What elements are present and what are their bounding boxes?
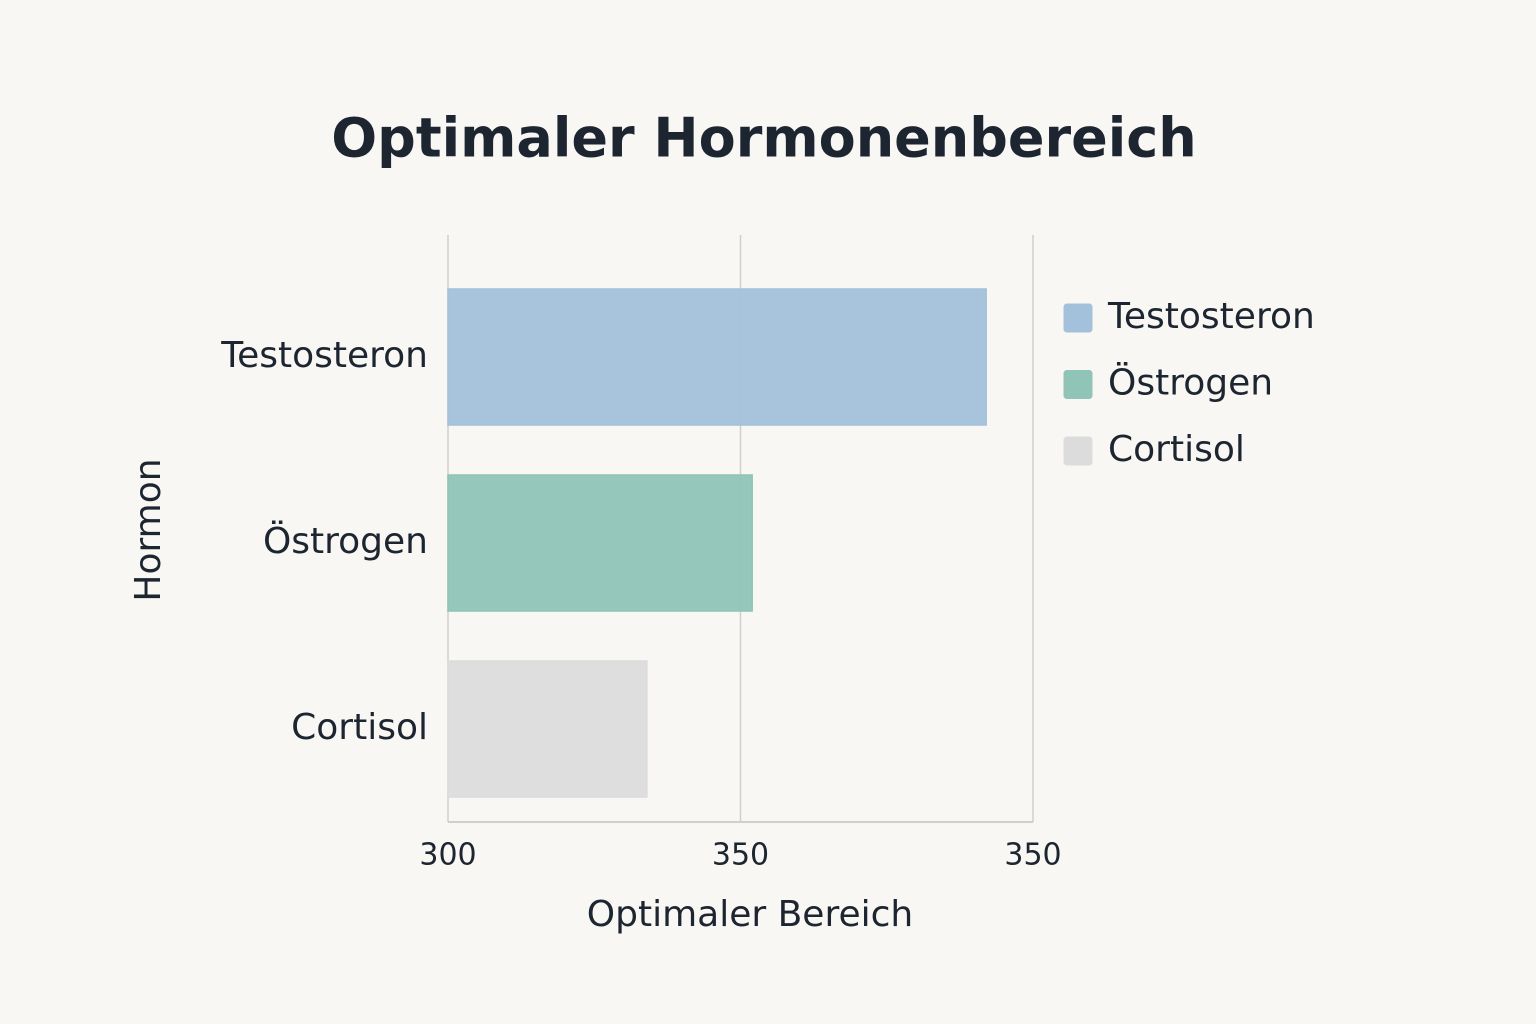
legend-label: Testosteron <box>1107 296 1315 337</box>
x-tick-label: 300 <box>419 838 476 873</box>
y-tick-label: Testosteron <box>220 335 428 376</box>
x-tick-label: 350 <box>712 838 769 873</box>
y-tick-label: Östrogen <box>263 520 428 562</box>
bar <box>447 288 987 426</box>
legend-swatch <box>1063 370 1093 399</box>
legend-label: Östrogen <box>1108 362 1273 404</box>
bar <box>447 660 648 798</box>
y-axis-title: Hormon <box>128 458 169 601</box>
chart-title: Optimaler Hormonenbereich <box>331 107 1196 170</box>
y-tick-label: Cortisol <box>291 707 428 748</box>
legend-swatch <box>1063 303 1093 333</box>
bar <box>447 474 753 612</box>
legend-label: Cortisol <box>1108 429 1245 470</box>
legend-swatch <box>1063 436 1093 466</box>
x-axis-title: Optimaler Bereich <box>587 894 913 935</box>
x-tick-label: 350 <box>1004 838 1061 873</box>
